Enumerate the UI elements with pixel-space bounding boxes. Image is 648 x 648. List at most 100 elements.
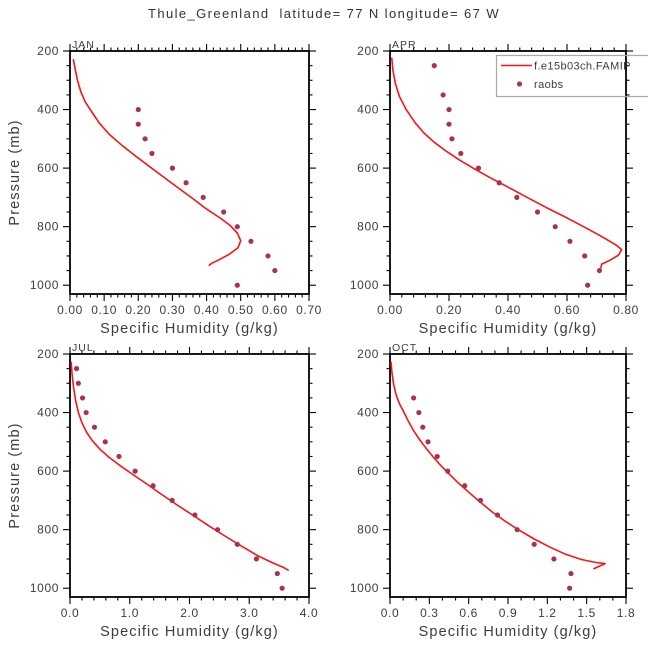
model-line (70, 361, 289, 571)
panel-month-label: APR (392, 39, 417, 51)
x-tick-label: 0.70 (296, 303, 322, 317)
x-tick-label: 1.8 (617, 606, 635, 620)
raobs-dot (169, 165, 176, 171)
plot-border (69, 50, 310, 295)
y-tick-label: 200 (357, 347, 379, 361)
x-axis-title: Specific Humidity (g/kg) (419, 321, 598, 337)
legend: f.e15b03ch.FAMIP raobs (495, 54, 648, 98)
x-tick-label: 0.6 (459, 606, 477, 620)
raobs-dot (494, 512, 501, 518)
y-tick-label: 200 (37, 347, 59, 361)
raobs-dot (446, 121, 452, 127)
raobs-dots (431, 63, 603, 288)
raobs-dot (567, 585, 573, 591)
x-tick-label: 0.9 (499, 606, 517, 620)
raobs-dot (253, 556, 260, 562)
raobs-dot (440, 92, 446, 98)
x-tick-label: 0.00 (57, 303, 83, 317)
x-tick-label: 0.3 (420, 606, 438, 620)
x-tick-label: 0.00 (377, 303, 403, 317)
model-line (390, 361, 606, 570)
y-tick-label: 600 (37, 464, 59, 478)
x-tick-label: 0.0 (61, 606, 79, 620)
raobs-dot (434, 453, 440, 460)
ticks (383, 347, 633, 604)
y-tick-label: 400 (357, 406, 379, 420)
raobs-dot (234, 541, 240, 547)
x-tick-label: 4.0 (300, 606, 318, 620)
plot-border (389, 50, 627, 295)
y-tick-label: 800 (37, 523, 59, 537)
x-tick-label: 1.2 (538, 606, 556, 620)
raobs-dot (83, 409, 89, 416)
raobs-dot (274, 570, 280, 577)
raobs-dot (279, 585, 285, 591)
raobs-dot (265, 253, 271, 259)
panel-oct: 0.0 0.3 0.6 0.9 1.2 1.5 1.8 200 400 600 800 1000 OCT… (350, 342, 635, 640)
x-tick-label: 2.0 (180, 606, 198, 620)
raobs-dot (200, 194, 206, 200)
raobs-dot (585, 282, 591, 288)
y-axis-title: Pressure (mb) (7, 119, 23, 225)
x-tick-label: 3.0 (240, 606, 258, 620)
raobs-dot (192, 512, 198, 518)
y-tick-label: 200 (37, 44, 59, 58)
ticks (63, 347, 316, 604)
x-axis-title: Specific Humidity (g/kg) (100, 321, 279, 337)
raobs-dot (234, 282, 240, 288)
raobs-dots (73, 366, 285, 591)
raobs-dot (116, 453, 122, 460)
x-axis-title: Specific Humidity (g/kg) (419, 624, 598, 640)
y-tick-label: 1000 (350, 581, 379, 595)
raobs-dot (416, 409, 422, 416)
y-tick-label: 200 (357, 44, 379, 58)
raobs-dot (531, 541, 537, 547)
raobs-dot (169, 497, 175, 503)
legend-label-model: f.e15b03ch.FAMIP (534, 61, 631, 73)
x-tick-label: 0.50 (228, 303, 254, 317)
x-tick-label: 0.10 (91, 303, 117, 317)
raobs-dot (150, 483, 156, 489)
y-tick-label: 1000 (350, 278, 379, 292)
x-tick-label: 0.20 (436, 303, 462, 317)
raobs-dot (475, 165, 482, 171)
x-tick-label: 0.80 (613, 303, 639, 317)
panel-month-label: JAN (72, 39, 95, 51)
x-axis-title: Specific Humidity (g/kg) (100, 624, 279, 640)
x-tick-label: 0.20 (125, 303, 151, 317)
x-tick-label: 0.60 (554, 303, 580, 317)
plot-border (69, 353, 310, 598)
y-tick-label: 400 (357, 103, 379, 117)
x-tick-label: 0.60 (262, 303, 288, 317)
raobs-dot (568, 570, 574, 577)
y-tick-label: 600 (357, 161, 379, 175)
raobs-dot (431, 63, 437, 69)
y-tick-label: 400 (37, 406, 59, 420)
y-tick-label: 1000 (30, 278, 59, 292)
panel-month-label: JUL (72, 342, 94, 354)
raobs-dot (596, 267, 603, 274)
y-tick-label: 800 (357, 523, 379, 537)
raobs-dot (582, 253, 588, 259)
y-tick-label: 600 (357, 464, 379, 478)
raobs-dot (514, 194, 520, 200)
raobs-dot (445, 468, 451, 474)
raobs-dot (477, 497, 484, 503)
raobs-dot (449, 136, 455, 142)
raobs-dot (135, 106, 141, 113)
panel-month-label: OCT (392, 342, 417, 354)
raobs-dot (142, 136, 148, 142)
raobs-dot (214, 527, 221, 533)
raobs-dot (73, 366, 80, 372)
raobs-dot (132, 468, 138, 474)
x-tick-label: 0.0 (381, 606, 399, 620)
y-tick-label: 400 (37, 103, 59, 117)
x-tick-label: 0.30 (160, 303, 186, 317)
model-line (72, 59, 242, 267)
raobs-dot (75, 380, 81, 386)
y-tick-label: 800 (357, 220, 379, 234)
raobs-dot (551, 556, 557, 562)
x-tick-label: 1.0 (121, 606, 139, 620)
raobs-dot (567, 238, 573, 244)
